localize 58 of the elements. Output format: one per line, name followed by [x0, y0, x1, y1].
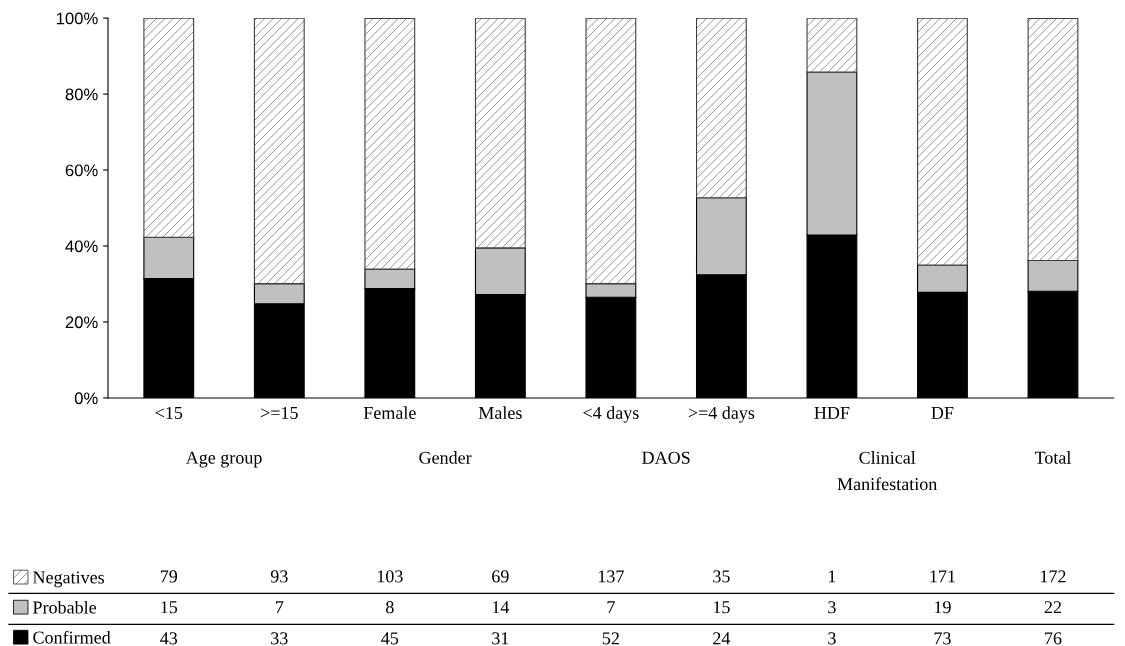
- bar: [806, 18, 858, 73]
- text: 76: [1045, 632, 1062, 645]
- text: 79: [160, 570, 178, 583]
- x-tick-label: HDF: [814, 406, 850, 419]
- text: 14: [492, 601, 510, 614]
- text: 7: [607, 601, 615, 614]
- x-tick-label: Female: [363, 406, 416, 419]
- bar: [917, 18, 968, 266]
- text: 8: [386, 601, 394, 614]
- y-tick-label: 20%: [65, 316, 98, 329]
- text: Total: [1034, 451, 1072, 464]
- y-tick-label: 80%: [65, 88, 98, 101]
- y-tick-label: 0%: [74, 392, 98, 405]
- bar: [143, 18, 195, 238]
- text: DAOS: [642, 451, 690, 464]
- text: 33: [271, 632, 288, 645]
- text: 69: [492, 570, 509, 583]
- text: 3: [828, 601, 836, 614]
- text: 24: [713, 632, 731, 645]
- legend-label: Negatives: [33, 571, 105, 588]
- text: Gender: [419, 451, 472, 464]
- bar: [364, 18, 416, 270]
- y-tick-label: 100%: [56, 12, 98, 25]
- text: 15: [161, 601, 178, 614]
- text: 7: [275, 601, 284, 614]
- text: Clinical Manifestation: [837, 451, 938, 491]
- x-tick-label: <15: [155, 406, 183, 419]
- bar: [585, 18, 637, 285]
- text: 93: [270, 570, 288, 583]
- text: 19: [935, 601, 951, 614]
- legend-label: Confirmed: [33, 630, 111, 644]
- x-tick-label: <4 days: [583, 406, 639, 423]
- y-tick-label: 60%: [65, 164, 98, 177]
- text: 137: [598, 570, 624, 583]
- text: 45: [381, 632, 399, 645]
- bar: [695, 18, 747, 199]
- text: 3: [828, 632, 836, 645]
- bar: [474, 18, 526, 249]
- text: Age group: [185, 451, 262, 468]
- text: 172: [1041, 570, 1066, 583]
- text: 171: [930, 570, 955, 583]
- x-tick-label: >=4 days: [688, 406, 755, 423]
- text: 31: [492, 632, 509, 645]
- x-tick-label: Males: [478, 406, 522, 419]
- x-tick-label: >=15: [261, 406, 298, 419]
- text: 22: [1044, 601, 1061, 614]
- bar: [1027, 18, 1079, 261]
- text: 73: [934, 632, 951, 645]
- bar: [253, 18, 305, 285]
- text: 35: [713, 570, 730, 583]
- y-tick-label: 40%: [65, 240, 98, 253]
- text: 103: [377, 570, 403, 583]
- text: 43: [160, 632, 178, 645]
- legend-label: Probable: [33, 600, 97, 614]
- text: 52: [602, 632, 619, 645]
- x-tick-label: DF: [931, 406, 954, 419]
- text: 1: [828, 570, 836, 583]
- text: 15: [713, 601, 730, 614]
